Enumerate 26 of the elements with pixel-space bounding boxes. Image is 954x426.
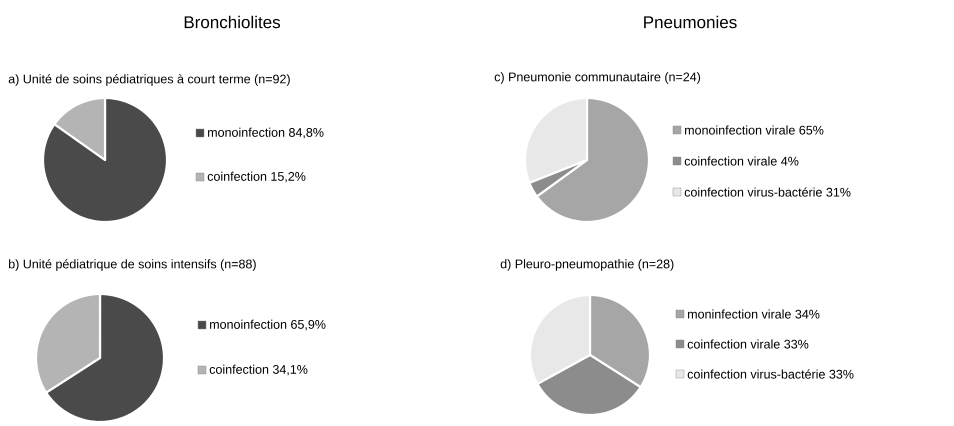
data-label: 33%	[829, 370, 854, 379]
chart-subtitle: c) Pneumonie communautaire (n=24)	[494, 72, 700, 84]
legend-label: coinfection	[208, 172, 266, 181]
chart-title: Pneumonies	[644, 16, 737, 28]
chart-subtitle: b) Unité pédiatrique de soins intensifs (n=88)	[9, 259, 256, 271]
legend-label: monoinfection virale	[685, 125, 795, 135]
legend-label: coinfection	[210, 364, 268, 374]
data-label: 4%	[781, 156, 798, 166]
legend-label: coinfection virale	[688, 339, 780, 349]
legend-label: coinfection virale	[684, 156, 777, 166]
chart-title: Bronchiolites	[184, 16, 280, 28]
data-label: 65,9%	[291, 320, 326, 330]
legend-label: coinfection virus-bactérie	[684, 187, 822, 197]
data-label: 15,2%	[271, 172, 306, 182]
legend-label: moninfection virale	[688, 309, 791, 319]
data-label: 34,1%	[272, 364, 308, 376]
chart-subtitle: a) Unité de soins pédiatriques à court terme (n=92)	[8, 74, 290, 86]
legend-label: monoinfection	[208, 128, 284, 137]
chart-subtitle: d) Pleuro-pneumopathie (n=28)	[500, 259, 674, 271]
legend-label: monoinfection	[210, 320, 286, 329]
data-label: 65%	[799, 126, 824, 135]
legend-label: coinfection virus-bactérie	[688, 369, 825, 379]
data-label: 34%	[795, 310, 820, 319]
data-label: 33%	[784, 340, 808, 349]
data-label: 31%	[826, 188, 850, 197]
data-label: 84,8%	[289, 128, 324, 138]
